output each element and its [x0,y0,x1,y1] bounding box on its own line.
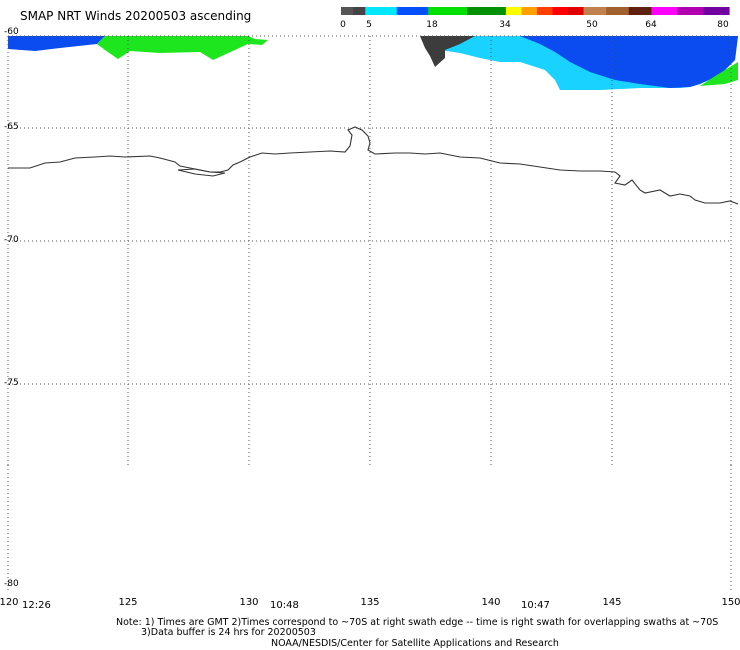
colorbar-label-34: 34 [499,20,511,30]
colorbar-label-18: 18 [426,20,438,30]
lat-label-75: -75 [4,378,19,388]
colorbar-swatch [677,7,704,15]
colorbar-swatch [536,7,554,15]
colorbar-swatch [396,7,429,15]
swath-dark-right [420,36,475,67]
footer-note: Note: 1) Times are GMT 2)Times correspon… [116,617,719,628]
footer-credit: NOAA/NESDIS/Center for Satellite Applica… [271,638,559,649]
lat-label-65: -65 [4,122,19,132]
lon-label-145: 145 [602,597,622,608]
colorbar-swatch [341,7,354,15]
colorbar-swatch [467,7,507,15]
wind-swath-right [420,36,738,90]
wind-speed-colorbar [341,7,730,15]
colorbar-swatch [628,7,652,15]
lat-label-80: -80 [4,579,19,589]
swath-green-left [97,36,268,60]
colorbar-label-0: 0 [340,20,346,30]
swath-blue-left [8,36,105,51]
colorbar-swatch [353,7,366,15]
colorbar-swatch [505,7,523,15]
lat-label-70: -70 [4,235,19,245]
colorbar-swatch [651,7,678,15]
lon-label-140: 140 [481,597,501,608]
pass-time-label: 10:47 [521,600,550,611]
lon-label-125: 125 [118,597,138,608]
colorbar-swatch [703,7,730,15]
lon-label-150: 150 [721,597,740,608]
colorbar-swatch [567,7,585,15]
colorbar-label-64: 64 [645,20,657,30]
coastline-island [177,168,226,177]
colorbar-swatch [583,7,607,15]
wind-swath-left [8,36,268,60]
colorbar-label-5: 5 [366,20,372,30]
lon-label-130: 130 [239,597,259,608]
colorbar-label-80: 80 [717,20,729,30]
map-title: SMAP NRT Winds 20200503 ascending [20,9,252,23]
pass-time-label: 12:26 [22,600,51,611]
colorbar-swatch [365,7,398,15]
colorbar-swatch [606,7,630,15]
footer-note-buffer: 3)Data buffer is 24 hrs for 20200503 [141,627,316,638]
colorbar-label-50: 50 [586,20,598,30]
lat-label-60: -60 [4,27,19,37]
colorbar-swatch [552,7,569,15]
antarctic-coastline [8,126,739,205]
colorbar-swatch [521,7,538,15]
pass-time-label: 10:48 [270,600,299,611]
lon-label-120: 120 [0,597,19,608]
graticule [7,35,732,590]
colorbar-swatch [428,7,468,15]
swath-green-right [700,62,738,86]
lon-label-135: 135 [360,597,380,608]
swath-blue-right [520,36,738,88]
